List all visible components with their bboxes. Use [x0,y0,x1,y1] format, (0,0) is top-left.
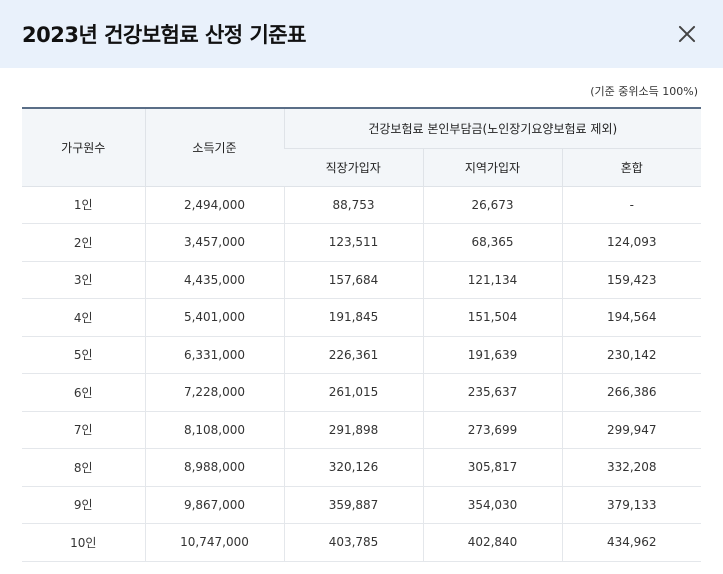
cell-mixed: 194,564 [561,298,702,337]
cell-household: 7인 [22,411,145,449]
cell-employee: 320,126 [283,448,423,487]
cell-household: 1인 [22,186,145,224]
cell-household: 5인 [22,336,145,374]
cell-regional: 305,817 [422,448,562,487]
cell-mixed: 124,093 [561,223,702,262]
table-row: 3인 4,435,000 157,684 121,134 159,423 [22,261,702,299]
premium-criteria-table: 가구원수 소득기준 건강보험료 본인부담금(노인장기요양보험료 제외) 직장가입… [22,107,702,562]
table-row: 8인 8,988,000 320,126 305,817 332,208 [22,448,702,487]
cell-regional: 273,699 [422,411,562,449]
cell-household: 6인 [22,373,145,412]
table-row: 9인 9,867,000 359,887 354,030 379,133 [22,486,702,524]
cell-mixed: 266,386 [561,373,702,412]
cell-employee: 191,845 [283,298,423,337]
cell-income: 8,108,000 [144,411,284,449]
cell-employee: 359,887 [283,486,423,524]
table-body: 1인 2,494,000 88,753 26,673 - 2인 3,457,00… [22,186,702,562]
cell-household: 10인 [22,523,145,562]
cell-regional: 68,365 [422,223,562,262]
cell-employee: 403,785 [283,523,423,562]
cell-mixed: 230,142 [561,336,702,374]
close-icon[interactable] [675,22,699,46]
cell-regional: 151,504 [422,298,562,337]
cell-mixed: 379,133 [561,486,702,524]
header-household: 가구원수 [22,107,145,187]
cell-regional: 402,840 [422,523,562,562]
cell-employee: 157,684 [283,261,423,299]
cell-mixed: 159,423 [561,261,702,299]
table-row: 2인 3,457,000 123,511 68,365 124,093 [22,223,702,262]
cell-mixed: 299,947 [561,411,702,449]
table-row: 7인 8,108,000 291,898 273,699 299,947 [22,411,702,449]
cell-employee: 261,015 [283,373,423,412]
cell-regional: 235,637 [422,373,562,412]
cell-regional: 191,639 [422,336,562,374]
cell-mixed: 434,962 [561,523,702,562]
cell-income: 5,401,000 [144,298,284,337]
cell-employee: 123,511 [283,223,423,262]
table-row: 1인 2,494,000 88,753 26,673 - [22,186,702,224]
header-mixed: 혼합 [561,148,702,187]
cell-employee: 88,753 [283,186,423,224]
modal-header: 2023년 건강보험료 산정 기준표 [0,0,723,68]
table-row: 4인 5,401,000 191,845 151,504 194,564 [22,298,702,337]
cell-income: 4,435,000 [144,261,284,299]
cell-mixed: - [561,186,702,224]
cell-employee: 291,898 [283,411,423,449]
cell-income: 8,988,000 [144,448,284,487]
table-row: 6인 7,228,000 261,015 235,637 266,386 [22,373,702,412]
cell-income: 3,457,000 [144,223,284,262]
header-employee: 직장가입자 [284,148,423,187]
cell-income: 7,228,000 [144,373,284,412]
cell-household: 9인 [22,486,145,524]
cell-household: 3인 [22,261,145,299]
modal-title: 2023년 건강보험료 산정 기준표 [22,23,306,47]
cell-income: 2,494,000 [144,186,284,224]
cell-regional: 121,134 [422,261,562,299]
cell-employee: 226,361 [283,336,423,374]
table-container: 가구원수 소득기준 건강보험료 본인부담금(노인장기요양보험료 제외) 직장가입… [22,107,702,562]
cell-income: 9,867,000 [144,486,284,524]
cell-household: 8인 [22,448,145,487]
cell-mixed: 332,208 [561,448,702,487]
cell-regional: 26,673 [422,186,562,224]
header-income: 소득기준 [144,107,284,187]
table-note: (기준 중위소득 100%) [590,85,698,98]
cell-income: 6,331,000 [144,336,284,374]
header-regional: 지역가입자 [422,148,562,187]
cell-regional: 354,030 [422,486,562,524]
table-row: 10인 10,747,000 403,785 402,840 434,962 [22,523,702,562]
header-premium-group: 건강보험료 본인부담금(노인장기요양보험료 제외) [283,107,702,149]
table-row: 5인 6,331,000 226,361 191,639 230,142 [22,336,702,374]
cell-household: 4인 [22,298,145,337]
cell-household: 2인 [22,223,145,262]
cell-income: 10,747,000 [144,523,284,562]
